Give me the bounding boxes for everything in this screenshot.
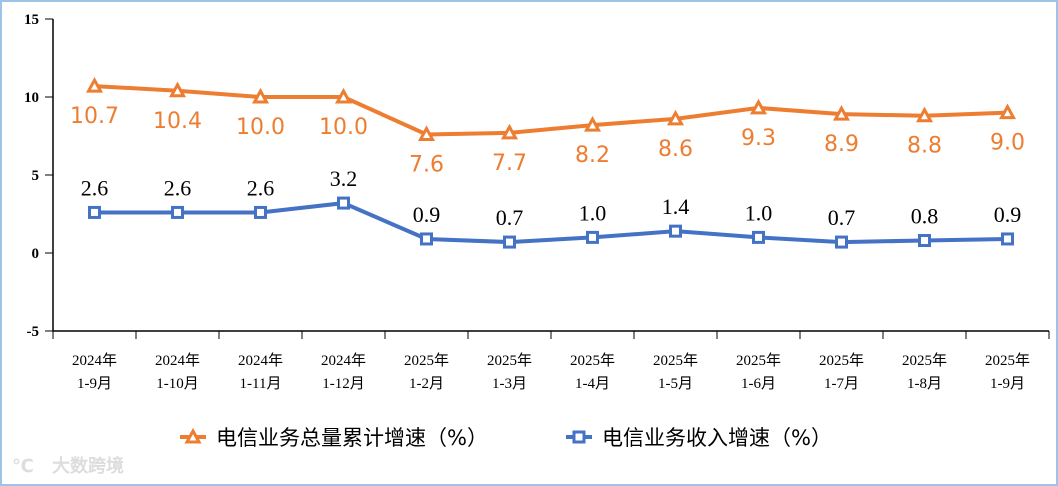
x-tick-label-month: 1-2月 [409,376,444,392]
series-line-0 [94,84,1008,137]
data-point-1 [918,234,931,248]
data-label-revenue: 1.4 [662,194,690,219]
data-label-total: 8.6 [658,137,693,162]
data-point-0 [998,103,1017,120]
data-label-total: 10.4 [153,109,202,134]
watermark-text: 大数跨境 [52,455,124,477]
x-tick-label-year: 2025年 [736,352,781,369]
data-label-total: 9.0 [990,131,1025,156]
series-line-1 [94,201,1008,245]
x-tick-label-year: 2024年 [238,352,283,369]
data-label-revenue: 1.0 [745,200,773,225]
data-label-total: 9.3 [741,126,776,151]
x-tick-label-month: 1-9月 [77,376,112,392]
data-point-1 [1001,232,1014,246]
data-point-0 [334,87,353,104]
data-label-total: 7.6 [409,152,444,177]
x-tick-label-month: 1-6月 [741,376,776,392]
data-point-1 [752,230,765,244]
x-tick-label-year: 2025年 [404,352,449,369]
data-label-revenue: 1.0 [579,200,607,225]
data-point-1 [669,224,682,238]
watermark: ℃ 大数跨境 [12,455,124,477]
x-tick-label-month: 1-7月 [824,376,859,392]
data-label-total: 8.2 [575,143,610,168]
data-label-revenue: 0.7 [828,205,856,230]
data-label-total: 7.7 [492,151,527,176]
data-point-0 [666,109,685,126]
data-label-revenue: 3.2 [330,166,358,191]
data-label-revenue: 0.9 [994,202,1022,227]
data-point-0 [749,98,768,115]
data-point-0 [417,125,436,141]
watermark-icon: ℃ [12,456,34,477]
x-tick-label-month: 1-4月 [575,376,610,392]
x-tick-label-year: 2025年 [985,352,1030,369]
x-tick-label-month: 1-8月 [907,376,942,392]
data-point-1 [835,235,848,249]
data-point-0 [915,106,934,123]
data-label-total: 8.8 [907,134,942,159]
x-tick-label-month: 1-5月 [658,376,693,392]
x-tick-label-year: 2024年 [72,352,117,369]
y-tick-label: -5 [27,324,40,340]
legend: 电信业务总量累计增速（%） 电信业务收入增速（%） [180,426,832,450]
data-point-0 [500,123,519,140]
data-point-0 [832,105,851,121]
x-tick-label-year: 2025年 [487,352,532,369]
y-tick-label: 10 [24,90,39,106]
x-tick-label-month: 1-11月 [240,376,282,392]
data-point-1 [586,230,599,244]
x-tick-label-month: 1-9月 [990,376,1025,392]
data-label-revenue: 2.6 [247,175,275,200]
y-tick-label: 0 [32,246,40,262]
data-label-total: 10.7 [70,104,119,129]
legend-marker-square-icon [572,430,586,444]
data-point-1 [88,205,101,219]
data-label-revenue: 0.9 [413,202,441,227]
data-point-1 [171,205,184,219]
data-label-revenue: 2.6 [164,175,192,200]
data-point-0 [85,76,104,93]
x-tick-label-month: 1-10月 [156,376,199,392]
data-point-1 [337,196,350,210]
x-tick-label-year: 2025年 [570,352,615,369]
data-point-1 [420,232,433,246]
data-label-total: 8.9 [824,132,859,157]
data-point-1 [254,205,267,219]
x-tick-label-year: 2025年 [902,352,947,369]
data-label-revenue: 2.6 [81,175,109,200]
y-tick-label: 5 [32,168,40,184]
y-tick-label: 15 [24,12,39,28]
data-label-total: 10.0 [236,115,285,140]
axes: 15 10 5 0 -5 2024年 1-9月 2024年 1-10月 2024年 1-11月 202… [24,12,1050,392]
x-tick-label-year: 2025年 [819,352,864,369]
legend-marker-triangle-icon [184,427,202,444]
series-group: 10.7 10.4 10.0 10.0 7.6 7.7 8.2 8.6 9.3 8.9 8.8 9.0… [70,76,1025,249]
x-tick-label-year: 2024年 [155,352,200,369]
x-tick-label-year: 2025年 [653,352,698,369]
data-label-revenue: 0.8 [911,204,939,229]
legend-label: 电信业务总量累计增速（%） [216,426,488,450]
legend-label: 电信业务收入增速（%） [602,426,832,450]
data-point-0 [251,87,270,104]
data-label-total: 10.0 [319,115,368,140]
x-tick-label-year: 2024年 [321,352,366,369]
data-point-0 [168,81,187,98]
data-point-0 [583,115,602,132]
x-tick-label-month: 1-3月 [492,376,527,392]
x-tick-label-month: 1-12月 [322,376,365,392]
data-point-1 [503,235,516,249]
data-label-revenue: 0.7 [496,205,524,230]
